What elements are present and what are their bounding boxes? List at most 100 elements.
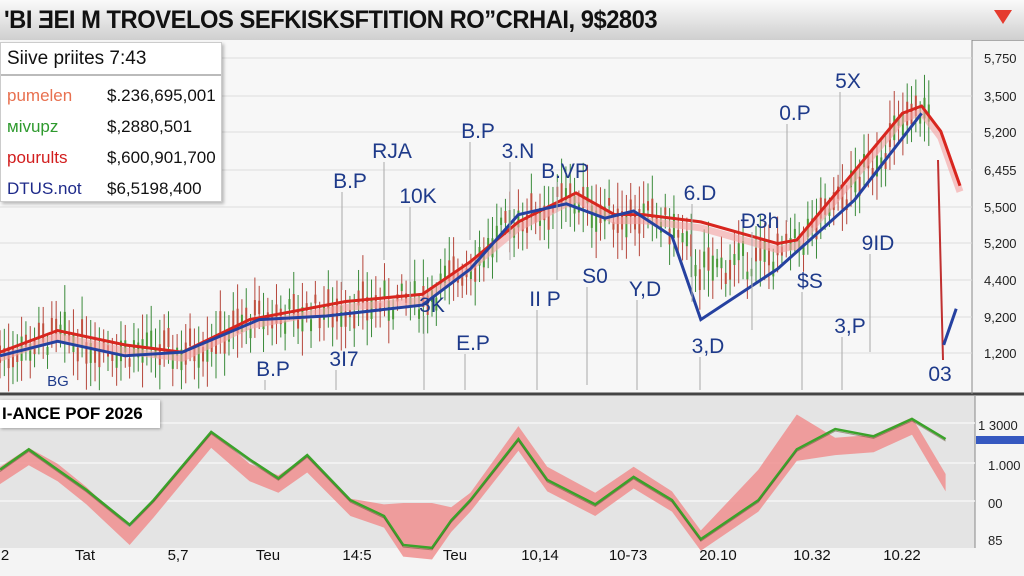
legend-value: $,2880,501 [107,116,193,136]
legend-item: pumelen $.236,695,001 [1,80,221,111]
candle-body [871,167,874,177]
candle-body [344,311,347,327]
candle-body [132,340,135,356]
candle-body [111,353,114,361]
candle-body [564,188,567,201]
candle-body [16,353,19,362]
candle-body [405,293,408,303]
candle-body [819,197,822,219]
candle-body [906,101,909,126]
annotation-label: 3K [419,294,445,317]
candle-body [167,327,170,348]
y-tick-label: 5,500 [984,200,1017,215]
y-tick-label: 1.000 [988,458,1021,473]
candle-body [253,300,256,316]
candle-body [560,183,563,205]
legend-value: $6,5198,400 [107,178,202,198]
annotation-label: S0 [582,265,608,288]
x-tick-label: Tat [75,547,96,564]
candle-body [340,305,343,327]
annotation-label: B.P [333,170,367,193]
candle-body [625,216,628,238]
candle-body [29,343,32,361]
x-tick-label: 10.32 [793,547,831,564]
candle-body [711,255,714,281]
candle-body [310,319,313,332]
y-tick-label: 5,200 [984,236,1017,251]
annotation-label: 10K [399,185,436,208]
candle-body [392,309,395,320]
annotation-label: 9ID [862,232,895,255]
axis-marker-bar [976,436,1024,444]
candle-body [418,309,421,319]
candle-body [664,207,667,215]
candle-body [690,234,693,257]
candle-body [387,300,390,321]
candle-body [435,297,438,311]
annotation-label: Ð3h [741,210,780,233]
y-tick-label: 9,200 [984,310,1017,325]
legend-label: pumelen [7,85,73,105]
annotation-label: 3,D [692,335,725,358]
x-tick-label: 20.10 [699,547,737,564]
x-tick-label: 10,14 [521,547,559,564]
y-tick-label: 1,200 [984,346,1017,361]
candle-body [729,259,732,280]
candle-body [37,322,40,339]
candle-body [59,324,62,335]
candle-body [875,155,878,177]
annotation-label: B.P [256,358,290,381]
annotation-label: E.P [456,332,490,355]
candle-body [163,330,166,351]
candle-body [595,210,598,232]
candle-body [802,243,805,255]
candle-body [150,330,153,348]
annotation-label: 03 [928,363,951,386]
y-tick-label: 4,400 [984,273,1017,288]
candle-body [573,195,576,214]
candle-body [357,290,360,306]
candle-body [461,275,464,286]
annotation-label: B.VP [541,160,589,183]
candle-body [495,225,498,241]
candle-body [361,281,364,304]
candle-body [469,270,472,280]
annotation-label: RJA [372,140,412,163]
candle-body [742,241,745,256]
x-tick-label: 10.22 [883,547,921,564]
annotation-label: 3I7 [329,348,358,371]
candle-body [400,283,403,292]
candle-body [880,157,883,168]
candle-body [189,328,192,346]
candle-body [793,228,796,239]
x-tick-label: 2 [1,547,9,564]
candle-body [197,347,200,368]
candle-body [145,332,148,348]
candle-body [439,273,442,285]
candle-body [716,258,719,268]
candle-body [612,222,615,230]
annotation-label: 0.P [779,102,811,125]
candle-body [746,271,749,280]
red-triangle-icon[interactable] [994,10,1012,24]
legend-value: $.236,695,001 [107,85,216,105]
candle-body [767,248,770,266]
candle-body [46,346,49,355]
green-line [0,417,947,550]
candle-body [81,319,84,335]
annotation-label: 5X [835,70,861,93]
candle-body [720,257,723,269]
candle-body [314,294,317,304]
candle-body [11,347,14,368]
y-tick-label: 1 3000 [978,418,1018,433]
candle-body [452,256,455,282]
candle-body [755,247,757,262]
legend-item: DTUS.not $6,5198,400 [1,173,221,204]
candle-body [772,261,775,277]
candle-body [236,308,239,334]
candle-body [288,299,291,310]
legend-item: pourults $,600,901,700 [1,142,221,173]
candle-body [586,187,589,204]
candle-body [647,201,649,211]
candle-body [759,240,762,261]
